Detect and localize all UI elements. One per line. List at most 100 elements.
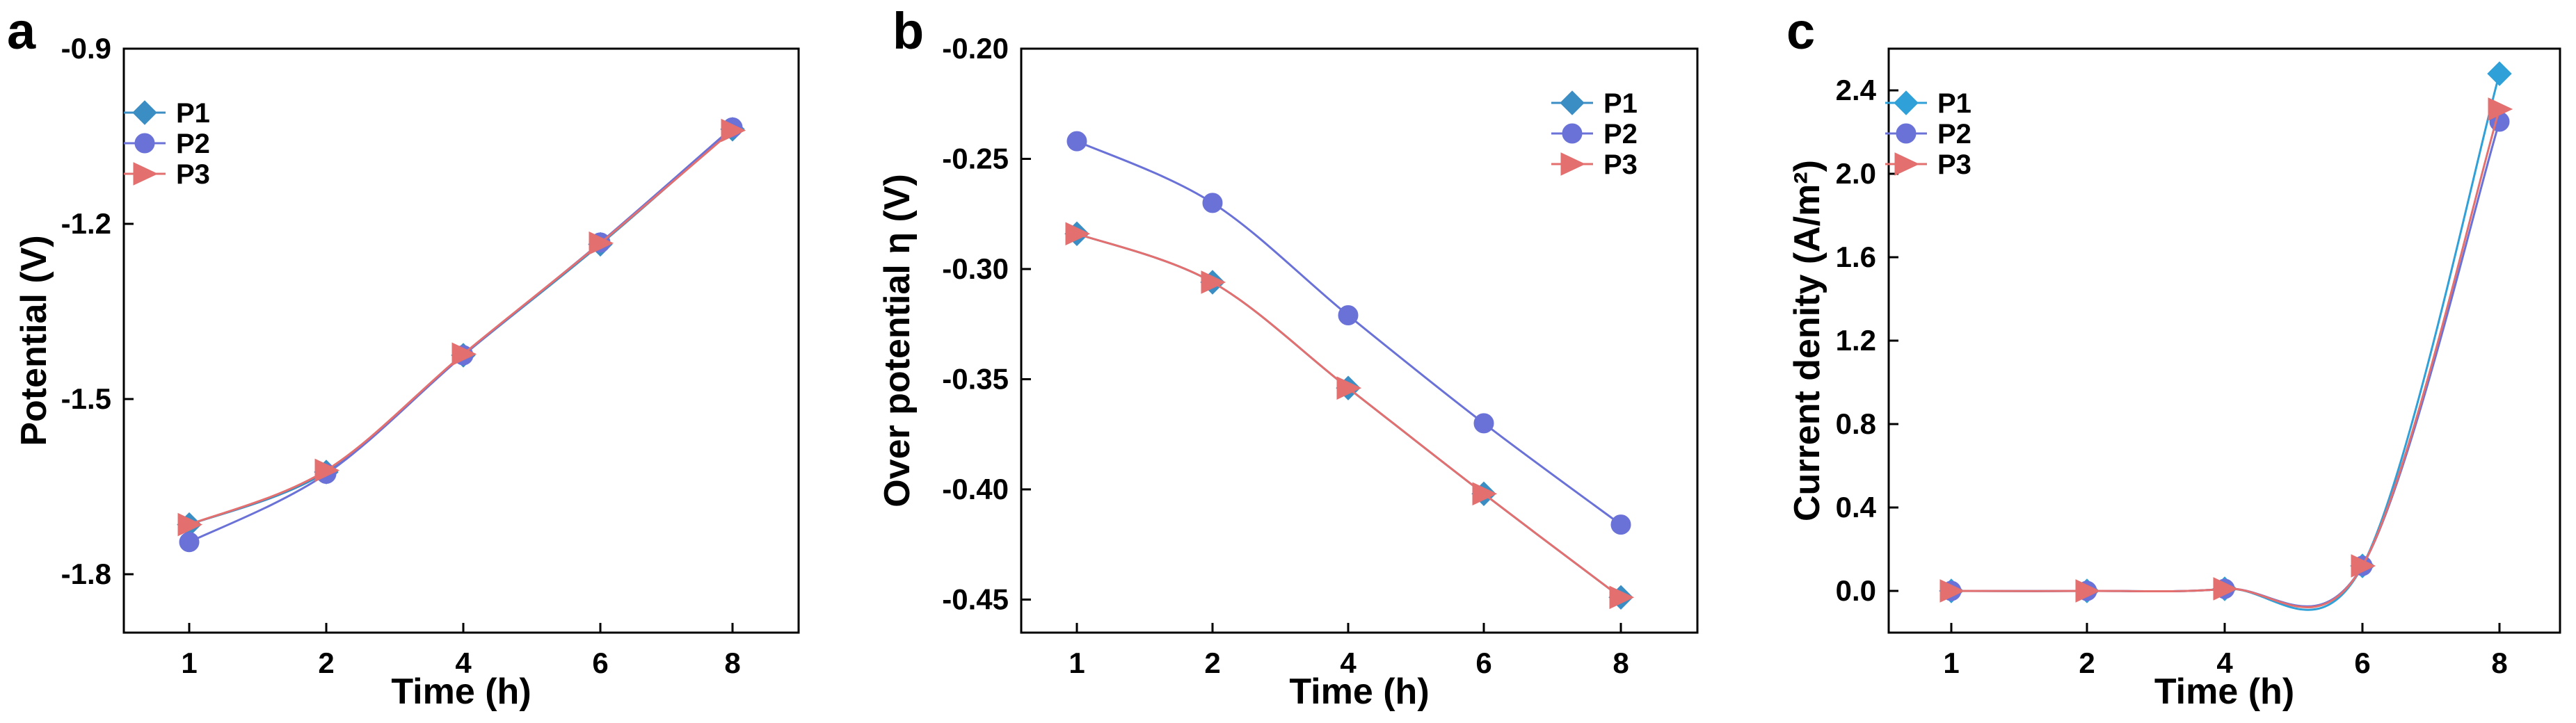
legend-marker <box>1560 152 1586 176</box>
chart-b: b -0.45 -0.40 -0.35 -0.30 -0.25 -0.20 1 2 4 6 8 Time… <box>877 2 1699 712</box>
x-tick-label: 6 <box>592 647 608 679</box>
series-p2 <box>1066 131 1631 535</box>
legend-label: P1 <box>176 98 210 129</box>
data-point <box>1336 376 1362 400</box>
series-line <box>1951 73 2501 611</box>
y-tick-label: -0.40 <box>942 473 1009 505</box>
legend-marker <box>1896 123 1917 144</box>
y-axis-title: Potential (V) <box>14 235 54 446</box>
y-tick-label: 0.8 <box>1836 407 1876 440</box>
x-tick-label: 1 <box>181 647 197 679</box>
data-point <box>1609 585 1635 610</box>
legend-marker <box>1560 90 1585 115</box>
series-line <box>189 129 733 526</box>
x-tick-label: 6 <box>1475 647 1491 679</box>
legend-label: P1 <box>1603 88 1638 119</box>
legend-marker <box>134 133 155 154</box>
data-point <box>1202 193 1223 213</box>
data-point <box>1338 305 1359 326</box>
legend-label: P3 <box>176 159 210 190</box>
series-line <box>189 127 733 544</box>
y-tick-label: -1.2 <box>61 207 111 240</box>
y-tick-label: 1.6 <box>1836 241 1876 273</box>
x-tick-label: 4 <box>1340 647 1357 679</box>
series-line <box>1951 108 2501 609</box>
data-point <box>589 231 614 255</box>
y-tick-label: 1.2 <box>1836 324 1876 357</box>
data-point <box>177 512 203 537</box>
x-tick-label: 8 <box>2491 647 2507 679</box>
x-tick-label: 1 <box>1069 647 1085 679</box>
data-point <box>179 532 200 553</box>
x-tick-label: 4 <box>455 647 472 679</box>
series-p2 <box>179 117 743 553</box>
legend-label: P3 <box>1937 149 1971 180</box>
y-tick-label: -0.35 <box>942 362 1009 395</box>
series-line <box>1076 232 1622 599</box>
series-line <box>189 128 733 526</box>
panel-letter: c <box>1786 2 1815 60</box>
panel-letter: b <box>893 2 924 60</box>
x-tick-label: 8 <box>1613 647 1629 679</box>
plot-frame <box>1887 47 2561 634</box>
data-point <box>2351 554 2376 578</box>
chart-a: a -1.8 -1.5 -1.2 -0.9 1 2 4 6 8 Time (h) Potential … <box>7 2 800 712</box>
plot-frame <box>122 47 800 634</box>
x-axis-title: Time (h) <box>2154 672 2294 712</box>
series-p1 <box>1939 61 2512 611</box>
series-line <box>1951 121 2501 608</box>
series-p2 <box>1941 111 2510 608</box>
y-axis-title: Over potential η (V) <box>877 174 918 507</box>
y-tick-label: -0.30 <box>942 252 1009 285</box>
data-point <box>1066 131 1087 152</box>
legend-label: P1 <box>1937 88 1971 119</box>
data-point <box>721 118 746 143</box>
data-point <box>1473 413 1494 434</box>
x-tick-label: 6 <box>2354 647 2370 679</box>
data-point <box>1939 579 1965 603</box>
data-point <box>1610 514 1631 535</box>
series-p1 <box>177 117 745 537</box>
x-tick-label: 1 <box>1943 647 1959 679</box>
data-point <box>2487 61 2512 86</box>
legend-label: P2 <box>1937 119 1971 149</box>
series-p3 <box>177 118 746 537</box>
series-p3 <box>1065 222 1635 610</box>
y-tick-label: -1.8 <box>61 558 111 590</box>
y-tick-label: 2.4 <box>1836 74 1877 106</box>
x-tick-label: 2 <box>2079 647 2095 679</box>
series-p3 <box>1939 97 2513 609</box>
y-axis-title: Current denity (A/m²) <box>1787 160 1827 521</box>
data-point <box>1472 482 1498 506</box>
x-tick-label: 2 <box>1204 647 1220 679</box>
y-tick-label: -0.45 <box>942 583 1009 615</box>
data-point <box>2213 577 2239 601</box>
y-tick-label: -0.9 <box>61 32 111 65</box>
series-line <box>1076 232 1622 599</box>
legend-marker <box>133 162 159 186</box>
y-tick-label: 0.0 <box>1836 574 1876 607</box>
x-tick-label: 4 <box>2216 647 2233 679</box>
data-point <box>1201 270 1226 294</box>
data-point <box>2075 579 2101 603</box>
y-tick-label: 2.0 <box>1836 157 1876 190</box>
y-tick-label: -0.25 <box>942 142 1009 174</box>
x-tick-label: 8 <box>724 647 740 679</box>
data-point <box>2488 97 2513 121</box>
data-point <box>314 458 340 482</box>
y-tick-label: -0.20 <box>942 32 1009 65</box>
legend-marker <box>1894 152 1920 176</box>
legend-marker <box>1562 123 1583 144</box>
legend-label: P2 <box>1603 119 1638 149</box>
legend-marker <box>132 100 157 125</box>
data-point <box>451 342 477 366</box>
series-p1 <box>1064 221 1633 610</box>
y-tick-label: 0.4 <box>1836 491 1877 523</box>
legend-label: P2 <box>176 129 210 159</box>
x-tick-label: 2 <box>318 647 334 679</box>
legend-label: P3 <box>1603 149 1638 180</box>
